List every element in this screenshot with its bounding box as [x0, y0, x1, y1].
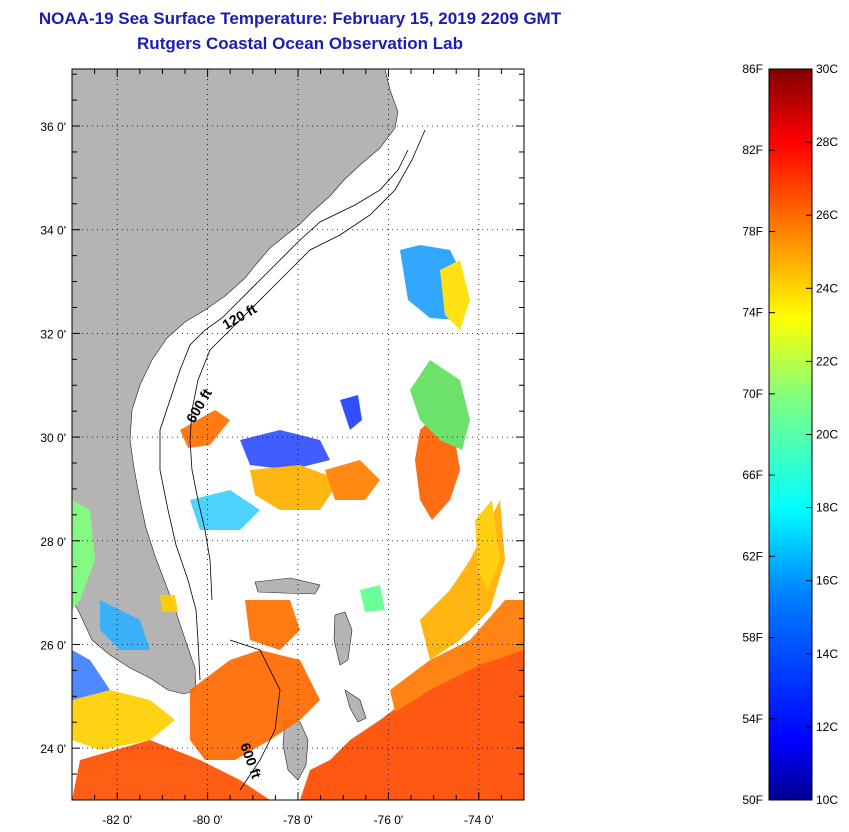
colorbar-f-label: 74F	[742, 306, 763, 320]
colorbar-c-label: 14C	[816, 647, 838, 661]
colorbar-celsius-labels: 30C 28C 26C 24C 22C 20C 18C 16C 14C 12C 10C	[806, 62, 838, 807]
latitude-label: 36 0'	[40, 120, 66, 134]
latitude-label: 34 0'	[40, 224, 66, 238]
latitude-label: 30 0'	[40, 431, 66, 445]
colorbar-f-label: 66F	[742, 468, 763, 482]
bathymetry-contours	[159, 129, 426, 791]
sst-data-patches	[72, 245, 524, 800]
bahamas-eleuthera-island	[344, 689, 367, 723]
contour-bahamas-600ft	[229, 639, 281, 791]
latitude-label: 28 0'	[40, 535, 66, 549]
map-frame	[71, 68, 525, 801]
colorbar-f-label: 50F	[742, 793, 763, 807]
contour-120ft-line	[159, 149, 409, 681]
colorbar-c-label: 16C	[816, 574, 838, 588]
latitude-label: 32 0'	[40, 327, 66, 341]
colorbar	[768, 68, 813, 801]
colorbar-f-label: 54F	[742, 712, 763, 726]
bahamas-grand-bahama-island	[254, 577, 321, 595]
map-subtitle: Rutgers Coastal Ocean Observation Lab	[137, 34, 463, 53]
colorbar-f-label: 62F	[742, 549, 763, 563]
latitude-label: 26 0'	[40, 638, 66, 652]
graticule	[72, 69, 524, 800]
colorbar-c-label: 26C	[816, 208, 838, 222]
contour-600ft-line	[189, 129, 426, 601]
colorbar-c-label: 28C	[816, 135, 838, 149]
colorbar-c-label: 24C	[816, 281, 838, 295]
longitude-label: -74 0'	[464, 813, 494, 827]
colorbar-c-label: 10C	[816, 793, 838, 807]
colorbar-f-label: 78F	[742, 224, 763, 238]
longitude-label: -80 0'	[193, 813, 223, 827]
longitude-label: -78 0'	[283, 813, 313, 827]
colorbar-c-label: 30C	[816, 62, 838, 76]
bahamas-abaco-island	[333, 611, 353, 666]
latitude-axis-labels: 36 0' 34 0' 32 0' 30 0' 28 0' 26 0' 24 0'	[40, 120, 66, 756]
longitude-axis-labels: -82 0' -80 0' -78 0' -76 0' -74 0'	[102, 813, 493, 827]
colorbar-f-label: 82F	[742, 143, 763, 157]
colorbar-f-label: 58F	[742, 631, 763, 645]
colorbar-fahrenheit-labels: 86F 82F 78F 74F 70F 66F 62F 58F 54F 50F	[742, 62, 775, 807]
colorbar-c-label: 20C	[816, 428, 838, 442]
colorbar-f-label: 70F	[742, 387, 763, 401]
colorbar-c-label: 22C	[816, 354, 838, 368]
colorbar-f-label: 86F	[742, 62, 763, 76]
longitude-label: -82 0'	[102, 813, 132, 827]
latitude-label: 24 0'	[40, 742, 66, 756]
land-mass-us-coast	[72, 69, 399, 695]
colorbar-c-label: 12C	[816, 720, 838, 734]
map-title: NOAA-19 Sea Surface Temperature: Februar…	[38, 9, 562, 28]
longitude-label: -76 0'	[374, 813, 404, 827]
colorbar-c-label: 18C	[816, 501, 838, 515]
bahamas-andros-island	[282, 719, 309, 781]
